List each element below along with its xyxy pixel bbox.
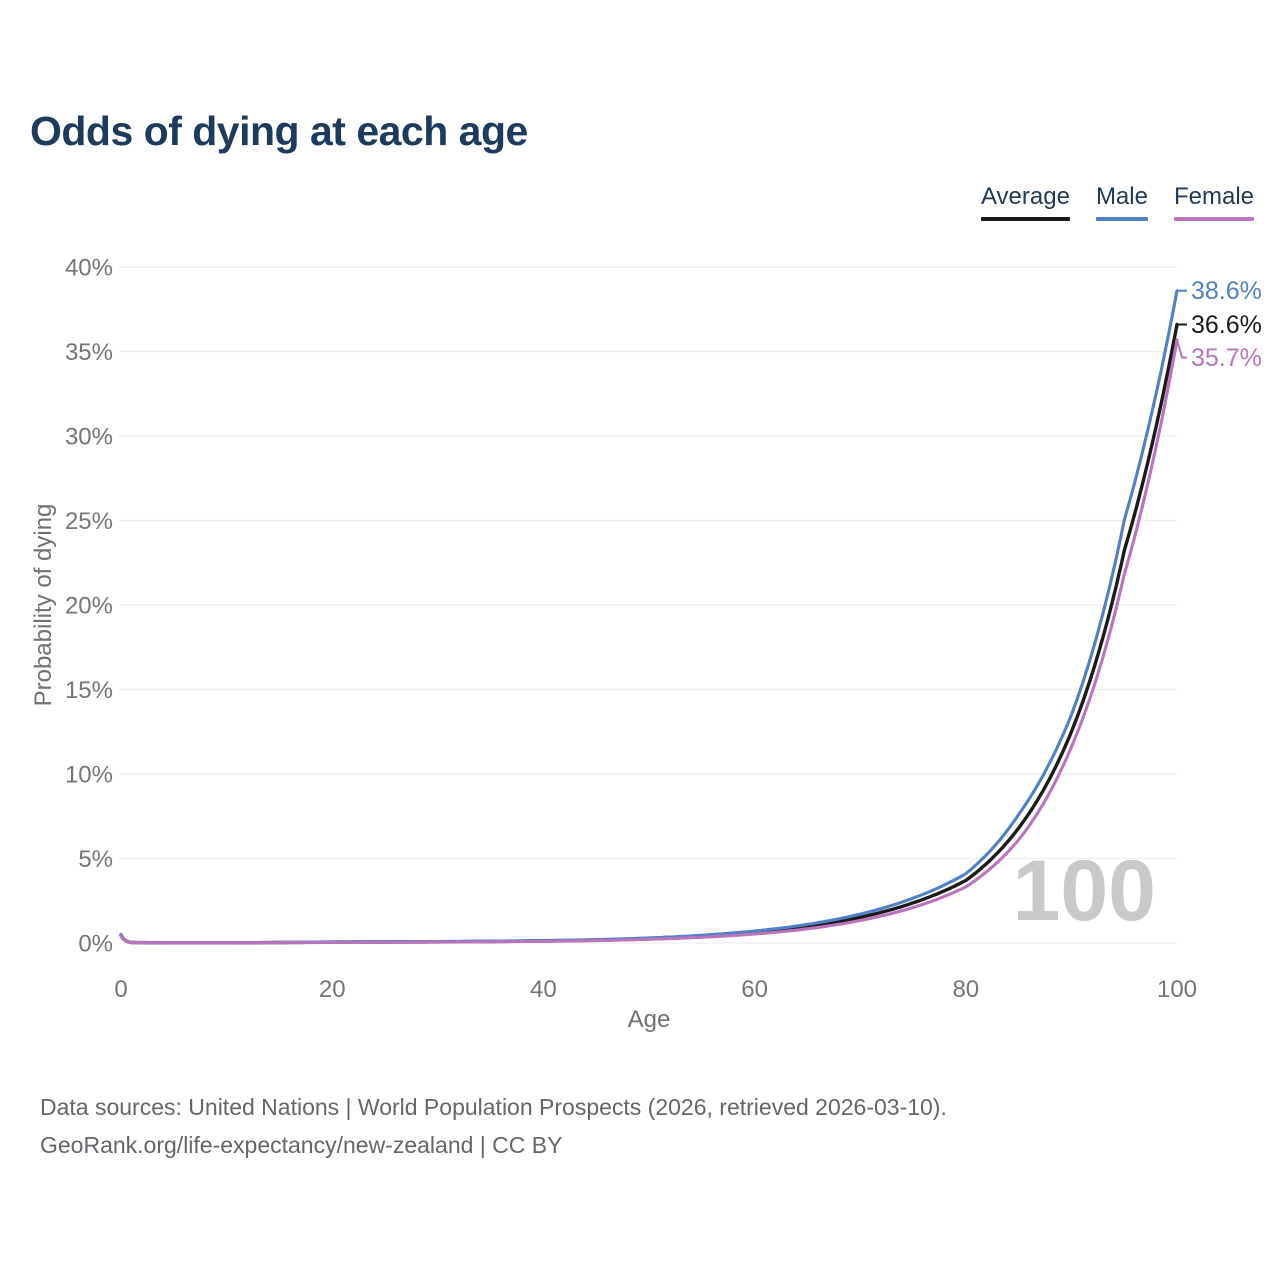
x-axis-title: Age bbox=[627, 1006, 671, 1033]
y-tick-label: 20% bbox=[65, 593, 113, 620]
footer-attribution-line: GeoRank.org/life-expectancy/new-zealand … bbox=[40, 1132, 563, 1158]
end-label-tick-female bbox=[1176, 339, 1187, 359]
legend: Average Male Female bbox=[980, 183, 1254, 221]
x-tick-label: 40 bbox=[530, 976, 557, 1003]
y-tick-label: 0% bbox=[78, 931, 113, 958]
legend-item-average[interactable]: Average bbox=[980, 183, 1070, 221]
y-axis-title: Probability of dying bbox=[30, 503, 57, 707]
legend-item-female[interactable]: Female bbox=[1173, 183, 1254, 221]
y-tick-label: 30% bbox=[65, 424, 113, 451]
y-tick-label: 5% bbox=[78, 846, 113, 873]
legend-swatch-average bbox=[980, 216, 1070, 221]
footer-sources-line: Data sources: United Nations | World Pop… bbox=[40, 1094, 947, 1120]
x-tick-label: 100 bbox=[1157, 976, 1197, 1003]
y-tick-label: 25% bbox=[65, 508, 113, 535]
end-label-average: 36.6% bbox=[1191, 311, 1262, 339]
hover-age-watermark: 100 bbox=[1012, 843, 1157, 939]
y-tick-label: 40% bbox=[65, 255, 113, 282]
x-tick-label: 80 bbox=[952, 976, 979, 1003]
legend-item-male[interactable]: Male bbox=[1095, 183, 1148, 221]
legend-swatch-male bbox=[1095, 216, 1148, 221]
x-tick-label: 20 bbox=[319, 976, 346, 1003]
end-label-male: 38.6% bbox=[1191, 277, 1262, 305]
y-tick-label: 15% bbox=[65, 677, 113, 704]
series-line-female[interactable] bbox=[119, 338, 1179, 945]
legend-label-female: Female bbox=[1173, 183, 1254, 210]
x-tick-label: 60 bbox=[741, 976, 768, 1003]
legend-label-male: Male bbox=[1095, 183, 1148, 210]
x-tick-label: 0 bbox=[114, 976, 127, 1003]
legend-swatch-female bbox=[1173, 216, 1254, 221]
page-title: Odds of dying at each age bbox=[30, 108, 528, 154]
y-tick-label: 35% bbox=[65, 339, 113, 366]
end-label-female: 35.7% bbox=[1191, 344, 1262, 372]
footer: Data sources: United Nations | World Pop… bbox=[40, 1088, 947, 1164]
legend-label-average: Average bbox=[980, 183, 1070, 210]
y-tick-label: 10% bbox=[65, 762, 113, 789]
